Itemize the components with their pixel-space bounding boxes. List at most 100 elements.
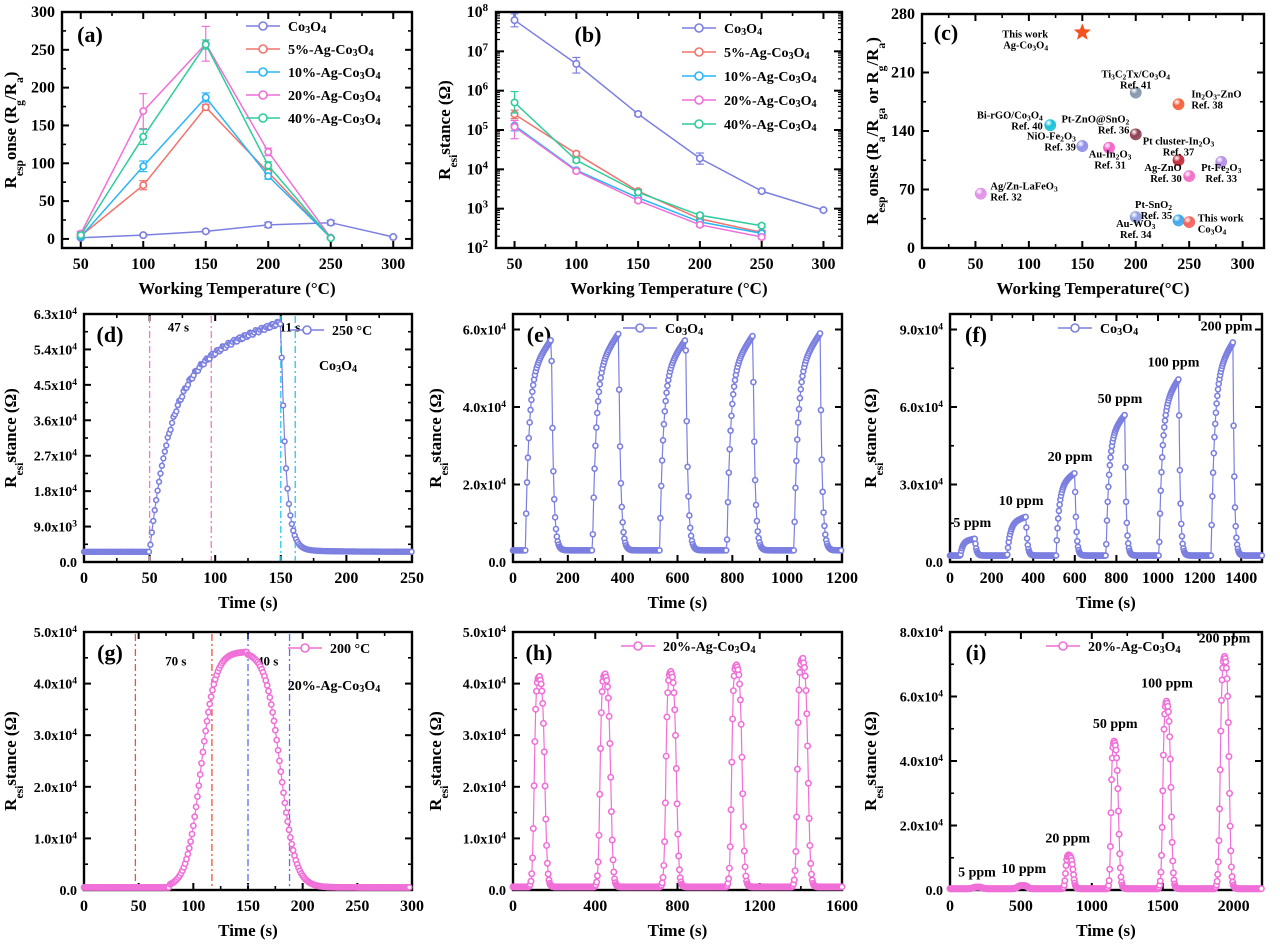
legend-item-ag20[interactable]: 20%-Ag-Co3O4 [724,94,817,110]
trace-marker [282,809,290,816]
x-tick-label: 200 [980,570,1004,587]
trace-marker [607,773,615,781]
y-tick-label: 1.8x104 [34,484,78,500]
legend-marker [302,325,312,335]
trace-marker [724,498,732,506]
trace-marker [540,748,548,756]
legend-marker [633,641,643,651]
trace-marker [531,738,539,746]
y-tick-label: 0.0 [926,556,944,571]
y-tick-label: 50 [39,193,55,210]
legend-item-material[interactable]: Co3O4 [1100,322,1138,338]
y-tick-label: 0.0 [489,556,507,571]
trace-marker [1114,807,1122,815]
trace-marker [606,740,614,748]
trace-marker [1212,409,1220,417]
trace-marker [592,442,599,450]
time-annotation: 11 s [280,320,301,335]
data-marker [757,221,766,230]
trace-marker [203,717,211,725]
x-tick-label: 150 [1070,256,1094,273]
trace-marker [151,506,158,514]
trace-marker [796,668,804,676]
x-tick-label: 150 [236,898,260,915]
x-tick-label: 0 [946,570,954,587]
data-marker [389,233,398,242]
data-marker [139,132,148,141]
trace-marker [1207,552,1215,559]
y-tick-label: 108 [467,2,489,21]
x-tick-label: 800 [666,898,690,915]
legend-item-material[interactable]: 20%-Ag-Co3O4 [1088,640,1181,656]
x-tick-label: 250 [345,898,369,915]
reference-label: Ag/Zn-LaFeO3 [990,182,1058,194]
legend-item-ag10[interactable]: 10%-Ag-Co3O4 [724,70,817,86]
trace-marker [604,683,612,691]
trace-marker [1103,517,1111,524]
x-tick-label: 600 [1063,570,1087,587]
trace-marker [595,388,603,396]
trace-marker [795,405,803,413]
concentration-label: 200 ppm [1201,319,1253,334]
panel-a-label: (a) [77,22,103,47]
trace-marker [552,525,560,533]
trace-marker [794,419,802,426]
x-tick-label: 100 [203,570,227,587]
trace-marker [1155,552,1162,559]
concentration-label: 100 ppm [1141,677,1193,692]
legend-item-temperature[interactable]: 200 °C [330,642,370,657]
y-tick-label: 3.0x104 [34,728,78,744]
legend-item-ag5[interactable]: 5%-Ag-Co3O4 [724,46,810,62]
trace-marker [1107,447,1115,455]
trace-marker [741,863,749,871]
legend-item-co3o4[interactable]: Co3O4 [724,22,762,38]
legend-item-ag10[interactable]: 10%-Ag-Co3O4 [288,66,381,82]
panel-f-concentration-co3o4-label: (f) [965,322,987,347]
series-line-10%-Ag-Co3O4 [514,124,762,235]
panel-g-response-recovery-ag-co3o4: 0 50 100 150 200 250 300 0.0 1.0x104 2.0x104 3.0x1… [0,618,430,946]
panel-c-label: (c) [934,20,958,45]
legend-item-ag5[interactable]: 5%-Ag-Co3O4 [288,43,374,59]
x-tick-label: 200 [256,256,280,273]
trace-marker [609,856,617,864]
trace-line [84,321,412,553]
legend-item-temperature[interactable]: 250 °C [332,324,372,339]
trace-marker [543,859,551,867]
trace-marker [1166,755,1174,763]
trace-marker [285,826,293,834]
legend-item-material[interactable]: Co3O4 [665,322,703,338]
concentration-label: 10 ppm [999,494,1044,509]
trace-marker [1177,520,1185,528]
trace-marker [729,687,737,695]
y-tick-label: 280 [891,6,915,23]
panel-i-concentration-ag-co3o4-svg: 0 500 1000 1500 2000 0.0 2.0x104 4.0x104 6.0x104… [861,625,1265,940]
trace-marker [288,520,296,528]
trace-marker [1122,498,1130,506]
reference-marker [1129,211,1142,223]
trace-marker [590,494,598,501]
x-tick-label: 50 [142,570,158,587]
trace-marker [1062,862,1070,870]
trace-marker [1233,534,1240,541]
trace-marker [289,846,297,854]
x-tick-label: 1200 [826,570,858,587]
legend-item-ag20[interactable]: 20%-Ag-Co3O4 [288,89,381,105]
legend-item-material[interactable]: 20%-Ag-Co3O4 [663,640,756,656]
data-marker [201,93,210,102]
trace-marker [727,806,735,814]
trace-marker [685,493,692,500]
legend-item-ag40[interactable]: 40%-Ag-Co3O4 [724,118,817,134]
trace-marker [657,482,665,490]
legend-item-ag40[interactable]: 40%-Ag-Co3O4 [288,112,381,128]
reference-label: Pt-Fe2O3 [1201,163,1241,175]
data-marker [264,220,273,229]
trace-marker [1054,515,1062,522]
data-marker [326,218,335,227]
reference-marker [1215,156,1228,168]
trace-marker [791,518,798,526]
panel-c-response-comparison: 0 50 100 150 200 250 300 0 70 140 210 280 Working Te… [860,0,1280,300]
legend-item-co3o4[interactable]: Co3O4 [288,20,326,36]
trace-marker [1231,504,1239,511]
trace-marker [807,860,815,868]
trace-marker [550,495,558,503]
